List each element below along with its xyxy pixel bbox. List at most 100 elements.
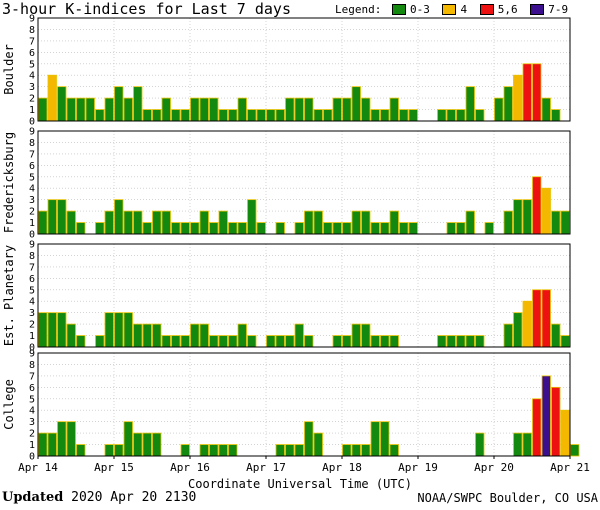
bar xyxy=(285,335,295,348)
bar xyxy=(541,97,551,122)
bar xyxy=(456,222,466,235)
bar xyxy=(560,335,570,348)
bar xyxy=(57,421,67,457)
bar xyxy=(66,97,76,122)
bar xyxy=(522,63,532,122)
updated-value: 2020 Apr 20 2130 xyxy=(71,490,197,505)
legend-swatch-7-9 xyxy=(530,4,545,15)
bar xyxy=(237,323,247,348)
bar xyxy=(522,300,532,348)
bar xyxy=(133,432,143,457)
y-tick-label: 7 xyxy=(29,262,35,273)
bar xyxy=(313,432,323,457)
bar xyxy=(171,335,181,348)
bar xyxy=(408,109,418,122)
y-tick-label: 7 xyxy=(29,36,35,47)
y-tick-label: 4 xyxy=(29,297,35,308)
y-tick-label: 3 xyxy=(29,82,35,93)
bar xyxy=(47,312,57,348)
y-tick-label: 4 xyxy=(29,184,35,195)
bar xyxy=(247,199,257,235)
bar xyxy=(351,323,361,348)
bar xyxy=(104,312,114,348)
y-tick-label: 0 xyxy=(29,230,35,241)
bar xyxy=(190,222,200,235)
bar xyxy=(256,109,266,122)
bar xyxy=(123,97,133,122)
y-tick-label: 9 xyxy=(29,127,35,138)
legend-swatch-4 xyxy=(442,4,457,15)
bar xyxy=(484,222,494,235)
bar xyxy=(294,323,304,348)
y-tick-label: 7 xyxy=(29,371,35,382)
panel-frame xyxy=(37,243,571,348)
bar xyxy=(370,109,380,122)
bar xyxy=(342,97,352,122)
bar xyxy=(389,444,399,457)
bar xyxy=(95,109,105,122)
x-tick-label: Apr 14 xyxy=(18,461,58,474)
bar xyxy=(180,335,190,348)
bar xyxy=(361,444,371,457)
bar xyxy=(494,97,504,122)
bar xyxy=(560,210,570,235)
bar xyxy=(513,199,523,235)
bar xyxy=(446,109,456,122)
bar xyxy=(76,97,86,122)
x-axis-label: Coordinate Universal Time (UTC) xyxy=(188,477,412,491)
y-tick-label: 2 xyxy=(29,429,35,440)
bar xyxy=(237,97,247,122)
y-tick-label: 8 xyxy=(29,251,35,262)
bar xyxy=(342,222,352,235)
y-tick-label: 9 xyxy=(29,240,35,251)
legend: Legend: 0-3 4 5,6 7-9 xyxy=(335,3,574,16)
bar xyxy=(66,210,76,235)
bar xyxy=(351,210,361,235)
bar xyxy=(104,97,114,122)
bar xyxy=(256,222,266,235)
bar xyxy=(76,222,86,235)
bar xyxy=(304,335,314,348)
legend-label: Legend: xyxy=(335,3,382,16)
panel-background xyxy=(38,353,570,456)
bar xyxy=(123,312,133,348)
bar xyxy=(380,222,390,235)
bar xyxy=(465,86,475,122)
bar xyxy=(237,222,247,235)
bar xyxy=(332,97,342,122)
y-tick-label: 0 xyxy=(29,117,35,128)
bar xyxy=(38,210,48,235)
bar xyxy=(218,210,228,235)
bar xyxy=(408,222,418,235)
bar xyxy=(560,409,570,457)
bar xyxy=(513,312,523,348)
bar xyxy=(209,335,219,348)
bar xyxy=(180,444,190,457)
y-tick-label: 8 xyxy=(29,360,35,371)
y-tick-label: 0 xyxy=(29,452,35,463)
bar xyxy=(313,109,323,122)
y-tick-label: 9 xyxy=(29,349,35,360)
bar xyxy=(266,335,276,348)
y-tick-label: 9 xyxy=(29,14,35,25)
y-tick-label: 6 xyxy=(29,161,35,172)
legend-item-label: 7-9 xyxy=(548,3,569,16)
bar xyxy=(171,109,181,122)
bar xyxy=(522,432,532,457)
bar xyxy=(152,210,162,235)
panel-frame xyxy=(37,17,571,122)
bar xyxy=(389,97,399,122)
bar xyxy=(351,86,361,122)
bar xyxy=(399,109,409,122)
y-tick-label: 8 xyxy=(29,138,35,149)
bar xyxy=(114,312,124,348)
bar xyxy=(361,97,371,122)
bar xyxy=(142,432,152,457)
bar xyxy=(66,421,76,457)
bar xyxy=(171,222,181,235)
bar xyxy=(57,312,67,348)
panel-label: Boulder xyxy=(2,44,16,95)
bar xyxy=(95,335,105,348)
legend-swatch-0-3 xyxy=(391,4,406,15)
bar xyxy=(47,74,57,122)
